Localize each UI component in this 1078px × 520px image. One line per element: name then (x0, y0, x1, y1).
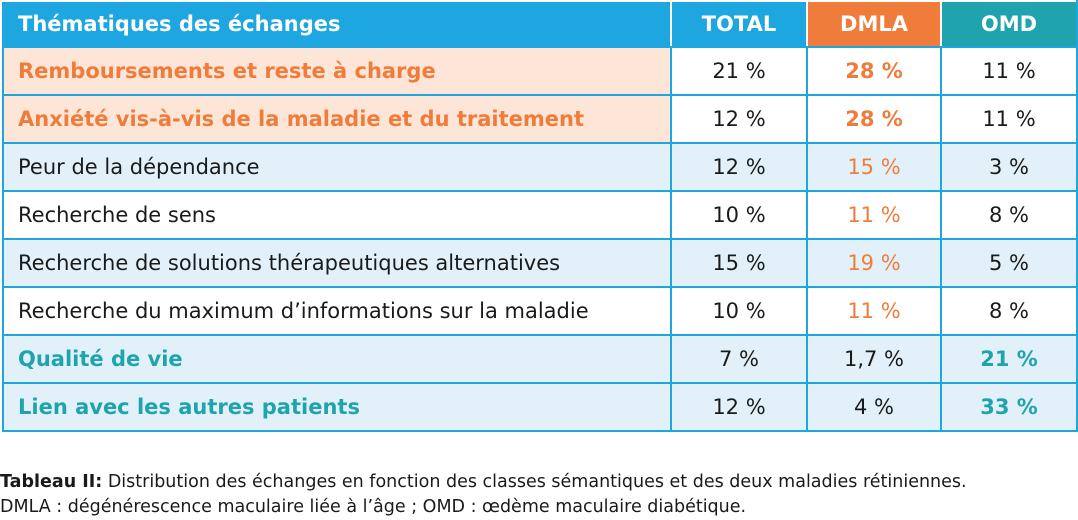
caption-line-1: Tableau II: Distribution des échanges en… (0, 470, 1078, 495)
table-row: Recherche de solutions thérapeutiques al… (2, 238, 1078, 288)
row-label: Recherche de solutions thérapeutiques al… (2, 238, 672, 288)
cell-dmla: 1,7 % (806, 334, 942, 384)
cell-dmla: 28 % (806, 46, 942, 96)
cell-dmla: 11 % (806, 286, 942, 336)
themes-table: Thématiques des échanges TOTAL DMLA OMD … (2, 0, 1078, 432)
cell-total: 12 % (670, 94, 808, 144)
row-label: Anxiété vis-à-vis de la maladie et du tr… (2, 94, 672, 144)
header-dmla: DMLA (806, 0, 942, 48)
row-label: Qualité de vie (2, 334, 672, 384)
cell-total: 21 % (670, 46, 808, 96)
table-row: Remboursements et reste à charge 21 % 28… (2, 46, 1078, 96)
header-omd: OMD (940, 0, 1078, 48)
table-row: Qualité de vie 7 % 1,7 % 21 % (2, 334, 1078, 384)
cell-total: 12 % (670, 382, 808, 432)
table-row: Lien avec les autres patients 12 % 4 % 3… (2, 382, 1078, 432)
cell-total: 12 % (670, 142, 808, 192)
cell-omd: 8 % (940, 190, 1078, 240)
cell-omd: 21 % (940, 334, 1078, 384)
row-label: Peur de la dépendance (2, 142, 672, 192)
table-row: Recherche du maximum d’informations sur … (2, 286, 1078, 336)
cell-dmla: 4 % (806, 382, 942, 432)
cell-omd: 11 % (940, 94, 1078, 144)
cell-total: 10 % (670, 190, 808, 240)
cell-omd: 3 % (940, 142, 1078, 192)
cell-omd: 11 % (940, 46, 1078, 96)
caption-line-2: DMLA : dégénérescence maculaire liée à l… (0, 497, 747, 517)
row-label: Lien avec les autres patients (2, 382, 672, 432)
table-row: Anxiété vis-à-vis de la maladie et du tr… (2, 94, 1078, 144)
row-label: Remboursements et reste à charge (2, 46, 672, 96)
cell-total: 7 % (670, 334, 808, 384)
cell-dmla: 11 % (806, 190, 942, 240)
caption-text: Distribution des échanges en fonction de… (102, 472, 967, 492)
table-header-row: Thématiques des échanges TOTAL DMLA OMD (2, 0, 1078, 48)
cell-omd: 33 % (940, 382, 1078, 432)
cell-omd: 8 % (940, 286, 1078, 336)
cell-total: 15 % (670, 238, 808, 288)
cell-omd: 5 % (940, 238, 1078, 288)
table-caption: Tableau II: Distribution des échanges en… (0, 470, 1078, 520)
header-total: TOTAL (670, 0, 808, 48)
row-label: Recherche de sens (2, 190, 672, 240)
cell-dmla: 28 % (806, 94, 942, 144)
header-theme: Thématiques des échanges (2, 0, 672, 48)
caption-title: Tableau II: (0, 472, 103, 492)
cell-dmla: 19 % (806, 238, 942, 288)
table-row: Recherche de sens 10 % 11 % 8 % (2, 190, 1078, 240)
table-row: Peur de la dépendance 12 % 15 % 3 % (2, 142, 1078, 192)
row-label: Recherche du maximum d’informations sur … (2, 286, 672, 336)
cell-total: 10 % (670, 286, 808, 336)
cell-dmla: 15 % (806, 142, 942, 192)
